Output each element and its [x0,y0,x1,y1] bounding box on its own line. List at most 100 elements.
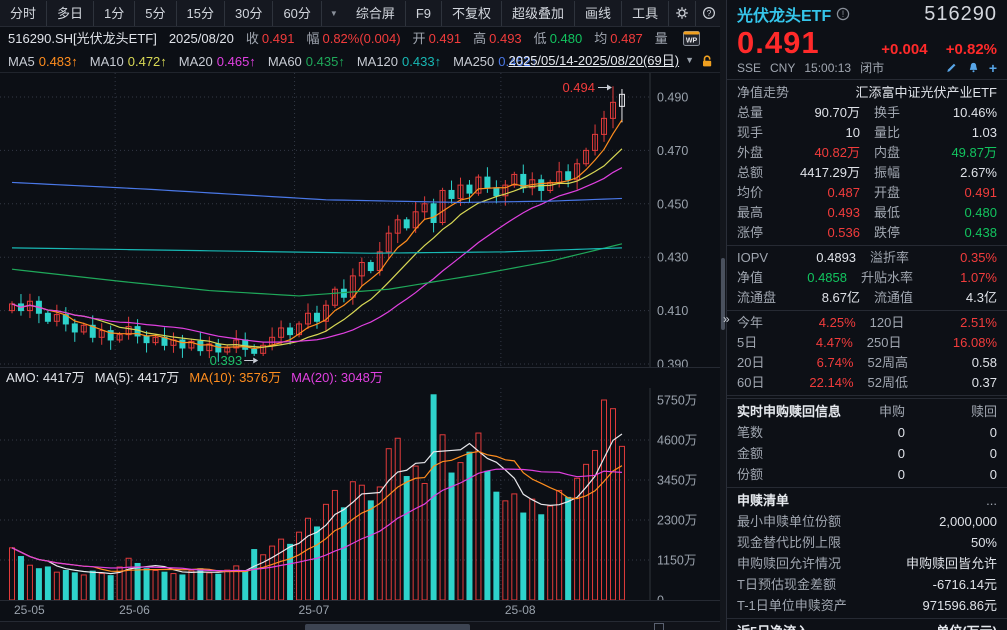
volume-bar-chart[interactable]: 5750万 4600万 3450万 2300万 1150万 0 [0,388,720,600]
realtime-rows: 笔数 0 0 金额 0 0 份额 0 0 [727,422,1007,485]
creation-value: -6716.14元 [932,577,997,592]
scrollbar-thumb[interactable] [305,624,470,630]
field-value: 0.491 [428,31,462,46]
price-gridlines: 0.490 0.470 0.450 0.430 0.410 0.390 [0,73,688,367]
chevron-down-icon[interactable]: ▼ [685,55,694,65]
svg-text:WP: WP [686,38,698,45]
stat-label: 溢折率 [870,250,910,265]
time-axis: 25-05 25-06 25-07 25-08 [0,600,720,622]
tab-5min[interactable]: 5分 [135,0,177,26]
field-label: 低 [533,31,547,46]
realtime-label: 笔数 [737,425,764,440]
price-change: +0.004 +0.82% [867,41,997,58]
col-redeem: 赎回 [970,404,997,419]
field-label: 开 [412,31,426,46]
svg-text:0.490: 0.490 [657,91,688,105]
btn-tools[interactable]: 工具 [622,0,670,26]
ma60-line [11,243,623,297]
stat-label: 开盘 [874,185,901,200]
creation-value: 50% [970,535,997,550]
divider [727,310,1007,311]
scrollbar-end-icon[interactable] [654,623,664,630]
btn-super-overlay[interactable]: 超级叠加 [502,0,576,26]
stat-label: 总量 [737,105,764,120]
tab-intraday[interactable]: 分时 [0,0,48,26]
collapse-panel-icon[interactable]: » [723,312,730,326]
stat-value: 0.491 [964,185,997,200]
volume-bars-group [9,394,625,600]
tab-multiday[interactable]: 多日 [47,0,95,26]
ma10-line [11,148,623,348]
stat-row: 最高 0.493 最低 0.480 [727,203,1007,223]
quote-panel: 光伏龙头ETF ! 516290 0.491 +0.004 +0.82% SSE… [727,0,1007,630]
periods-dropdown-icon[interactable]: ▼ [329,8,338,18]
btn-no-adjust[interactable]: 不复权 [442,0,503,26]
stat-row: 涨停 0.536 跌停 0.438 [727,223,1007,243]
edit-pencil-icon[interactable] [945,61,958,74]
info-icon[interactable]: ! [836,7,850,21]
nav-row: 净值走势 汇添富中证光伏产业ETF [727,82,1007,103]
more-ellipsis[interactable]: ... [986,493,997,508]
stat-value: 0.58 [971,355,997,370]
realtime-subscribe-value: 0 [897,446,905,461]
alert-bell-icon[interactable] [967,61,980,74]
exchange-label: SSE [737,60,762,75]
ma-value: 0.465↑ [216,53,256,69]
low-annotation: 0.393 [210,353,243,367]
stat-row: 20日 6.74% 52周高 0.58 [727,353,1007,373]
btn-composite-screen[interactable]: 综合屏 [346,0,406,26]
price-candlestick-chart[interactable]: 0.490 0.470 0.450 0.430 0.410 0.390 0.494 0.393 [0,73,720,367]
stat-row: 现手 10 量比 1.03 [727,123,1007,143]
svg-text:2300万: 2300万 [657,514,697,528]
svg-text:0.470: 0.470 [657,144,688,158]
svg-text:0.450: 0.450 [657,197,688,211]
col-subscribe: 申购 [878,404,905,419]
stat-row: 净值 0.4858 升贴水率 1.07% [727,268,1007,288]
quote-info-row: 516290.SH[光伏龙头ETF] 2025/08/20 收 0.491 幅 0.8… [0,27,720,50]
date-range-selector[interactable]: 2025/05/14-2025/08/20(69日) ▼ [509,50,715,71]
panel-divider[interactable] [720,0,727,630]
divider [727,245,1007,246]
stat-label: 5日 [737,335,758,350]
volume-ma-label: AMO: 4417万 [6,370,85,385]
time-axis-label: 25-07 [298,603,330,617]
btn-f9[interactable]: F9 [406,0,443,26]
horizontal-scrollbar[interactable] [0,622,720,630]
volume-legend-row: AMO: 4417万 MA(5): 4417万 MA(10): 3576万 MA(20… [0,367,720,388]
stat-row: 外盘 40.82万 内盘 49.87万 [727,143,1007,163]
add-plus-icon[interactable]: + [988,59,997,76]
tab-30min[interactable]: 30分 [225,0,274,26]
wencai-wp-icon[interactable]: WP [682,31,700,46]
stat-row: 5日 4.47% 250日 16.08% [727,333,1007,353]
field-value: 0.487 [610,31,643,46]
stat-label: 换手 [874,105,901,120]
date-range-label[interactable]: 2025/05/14-2025/08/20(69日) [508,53,680,68]
creation-label: 申购赎回允许情况 [737,556,842,571]
stat-value: 1.07% [960,270,997,285]
stat-value: 2.67% [960,165,997,180]
svg-text:0.410: 0.410 [657,304,688,318]
realtime-title: 实时申购赎回信息 [737,404,842,419]
stat-row: 今年 4.25% 120日 2.51% [727,313,1007,333]
stat-label: 升贴水率 [861,270,914,285]
tab-15min[interactable]: 15分 [177,0,225,26]
field-label: 幅 [306,31,320,46]
stat-label: 振幅 [874,165,901,180]
stat-row: 总量 90.70万 换手 10.46% [727,103,1007,123]
divider-scroll-thumb[interactable] [721,258,725,330]
creation-rows: 最小申赎单位份额 2,000,000 现金替代比例上限 50% 申购赎回允许情况 申购赎回… [727,511,1007,616]
stat-value: 22.14% [809,375,854,390]
stat-value: 49.87万 [951,145,997,160]
lock-icon[interactable] [700,54,714,68]
creation-row: T日预估现金差额 -6716.14元 [727,574,1007,595]
ma-value: 0.435↑ [305,53,345,69]
stat-label: 120日 [869,315,905,330]
ma-legend-row: MA5 0.483↑ MA10 0.472↑ MA20 0.465↑ MA60 0.435↑ M… [0,50,720,73]
last-price: 0.491 [737,25,820,60]
tab-60min[interactable]: 60分 [273,0,322,26]
ma-label: MA10 [89,53,124,69]
settings-gear-icon[interactable] [669,0,697,26]
btn-draw-line[interactable]: 画线 [575,0,623,26]
tab-1min[interactable]: 1分 [94,0,136,26]
